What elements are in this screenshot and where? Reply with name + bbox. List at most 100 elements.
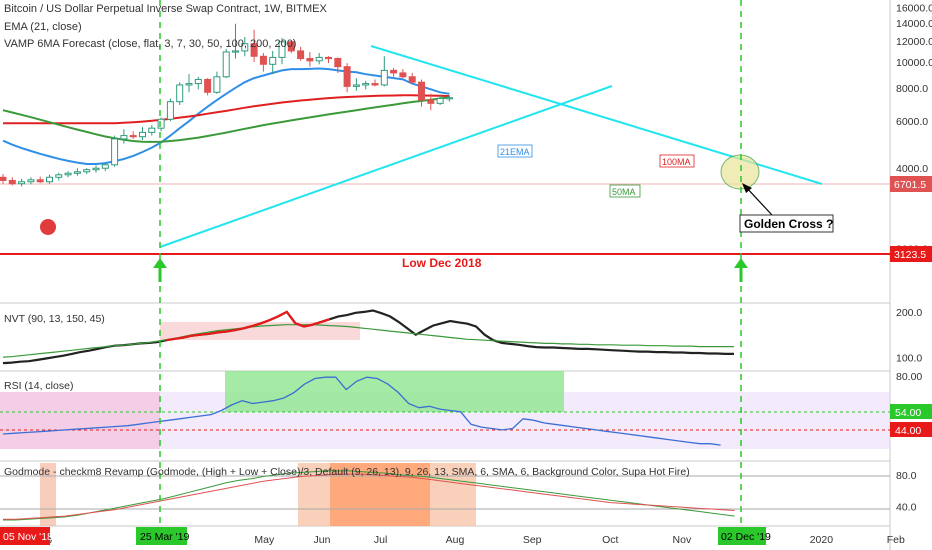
candle (73, 168, 81, 176)
series-line-nvt (2, 309, 734, 365)
candle-body (408, 76, 416, 83)
candle (334, 57, 342, 73)
candle-body (46, 176, 53, 183)
rsi-lines (2, 376, 721, 446)
y-tick-label: 4000.0 (896, 163, 928, 175)
candle (362, 80, 370, 90)
svg-text:54.00: 54.00 (895, 407, 921, 419)
candle-body (185, 83, 193, 86)
candle-body (427, 99, 435, 104)
candle-body (418, 81, 425, 101)
candle-body (399, 72, 407, 78)
candle (306, 51, 314, 67)
low-dec-2018-label: Low Dec 2018 (402, 256, 482, 270)
label-50ma-box: 50MA (609, 184, 641, 198)
time-tag-right: 02 Dec '19 (718, 527, 771, 545)
series-line-signal (3, 473, 735, 520)
candle (418, 79, 425, 107)
candle (343, 63, 351, 93)
red-dot-marker (40, 219, 56, 235)
candle-body (380, 69, 388, 86)
candle (278, 37, 286, 65)
green-arrow-right (734, 258, 748, 282)
label-100ma-box: 100MA (659, 154, 695, 168)
candle-body (306, 58, 314, 62)
candle (129, 131, 137, 139)
candle (213, 71, 221, 94)
nvt-title: NVT (90, 13, 150, 45) (4, 313, 105, 325)
y-tick-label: 12000.0 (896, 36, 932, 48)
candle-body (436, 97, 444, 104)
godmode-hot-zone-2 (298, 463, 330, 526)
label-100ma: 100MA (662, 157, 691, 167)
candle (18, 178, 26, 187)
series-line-100ma (3, 94, 450, 125)
candle-body (36, 179, 44, 183)
candle-body (111, 138, 119, 166)
svg-text:05 Nov '18: 05 Nov '18 (3, 531, 53, 543)
golden-cross-label: Golden Cross ? (744, 217, 833, 231)
nvt-hot-zone (160, 322, 360, 340)
golden-cross-arrowhead (742, 183, 752, 193)
svg-text:3123.5: 3123.5 (894, 249, 926, 261)
y-tick-label: 8000.0 (896, 83, 928, 95)
label-21ema-box: 21EMA (497, 144, 533, 158)
candle (325, 56, 332, 64)
candle (111, 135, 119, 167)
candle-body (352, 84, 360, 87)
candle (445, 95, 453, 102)
x-tick-label: Jun (314, 534, 331, 546)
candle (352, 78, 360, 91)
candle-body (8, 179, 16, 185)
candle (36, 176, 44, 184)
candle-body (297, 50, 305, 60)
candle (315, 53, 323, 65)
y-tick-label: 100.0 (896, 353, 922, 365)
candle (297, 46, 305, 61)
candle-body (390, 69, 398, 74)
candle-body (362, 83, 370, 86)
candle-body (27, 179, 35, 183)
nvt-hot-line (166, 310, 331, 342)
candle-body (334, 58, 342, 68)
candle (185, 74, 193, 93)
candle (157, 117, 165, 132)
candle (399, 69, 407, 79)
candle-body (315, 56, 323, 62)
godmode-hot-zone-4 (430, 463, 476, 526)
series-line-godmode (3, 470, 735, 521)
svg-text:25 Mar '19: 25 Mar '19 (140, 531, 189, 543)
candle-body (287, 41, 295, 52)
candle-body (343, 66, 351, 87)
x-tick-label: Sep (523, 534, 542, 546)
label-50ma: 50MA (612, 187, 636, 197)
candle-body (73, 171, 81, 174)
candle-body (232, 50, 239, 53)
candle-body (55, 174, 63, 178)
rsi-tag-54: 54.00 (890, 404, 932, 419)
vamp-legend: VAMP 6MA Forecast (close, flat, 3, 7, 30… (4, 38, 296, 50)
candle-body (0, 176, 7, 181)
candle-body (241, 43, 249, 52)
candle (46, 174, 53, 184)
candle-body (222, 51, 230, 78)
chart-title: Bitcoin / US Dollar Perpetual Inverse Sw… (4, 3, 327, 15)
svg-text:6701.5: 6701.5 (894, 179, 926, 191)
y-tick-label: 16000.0 (896, 2, 932, 14)
svg-text:44.00: 44.00 (895, 425, 921, 437)
candle (380, 56, 388, 87)
candle-body (325, 56, 332, 60)
candle (120, 129, 128, 144)
ascending-trendline (159, 85, 613, 248)
godmode-lines (3, 470, 735, 521)
candle (64, 171, 72, 178)
y-tick-label: 40.0 (896, 502, 917, 514)
series-line-21ema (2, 67, 450, 165)
series-line-rsi (2, 376, 721, 446)
candle (427, 93, 435, 111)
godmode-hot-zone-1 (40, 463, 56, 526)
candle-body (259, 55, 267, 65)
candle-body (148, 127, 156, 133)
nvt-lines (2, 309, 734, 365)
background-zones (0, 322, 890, 526)
